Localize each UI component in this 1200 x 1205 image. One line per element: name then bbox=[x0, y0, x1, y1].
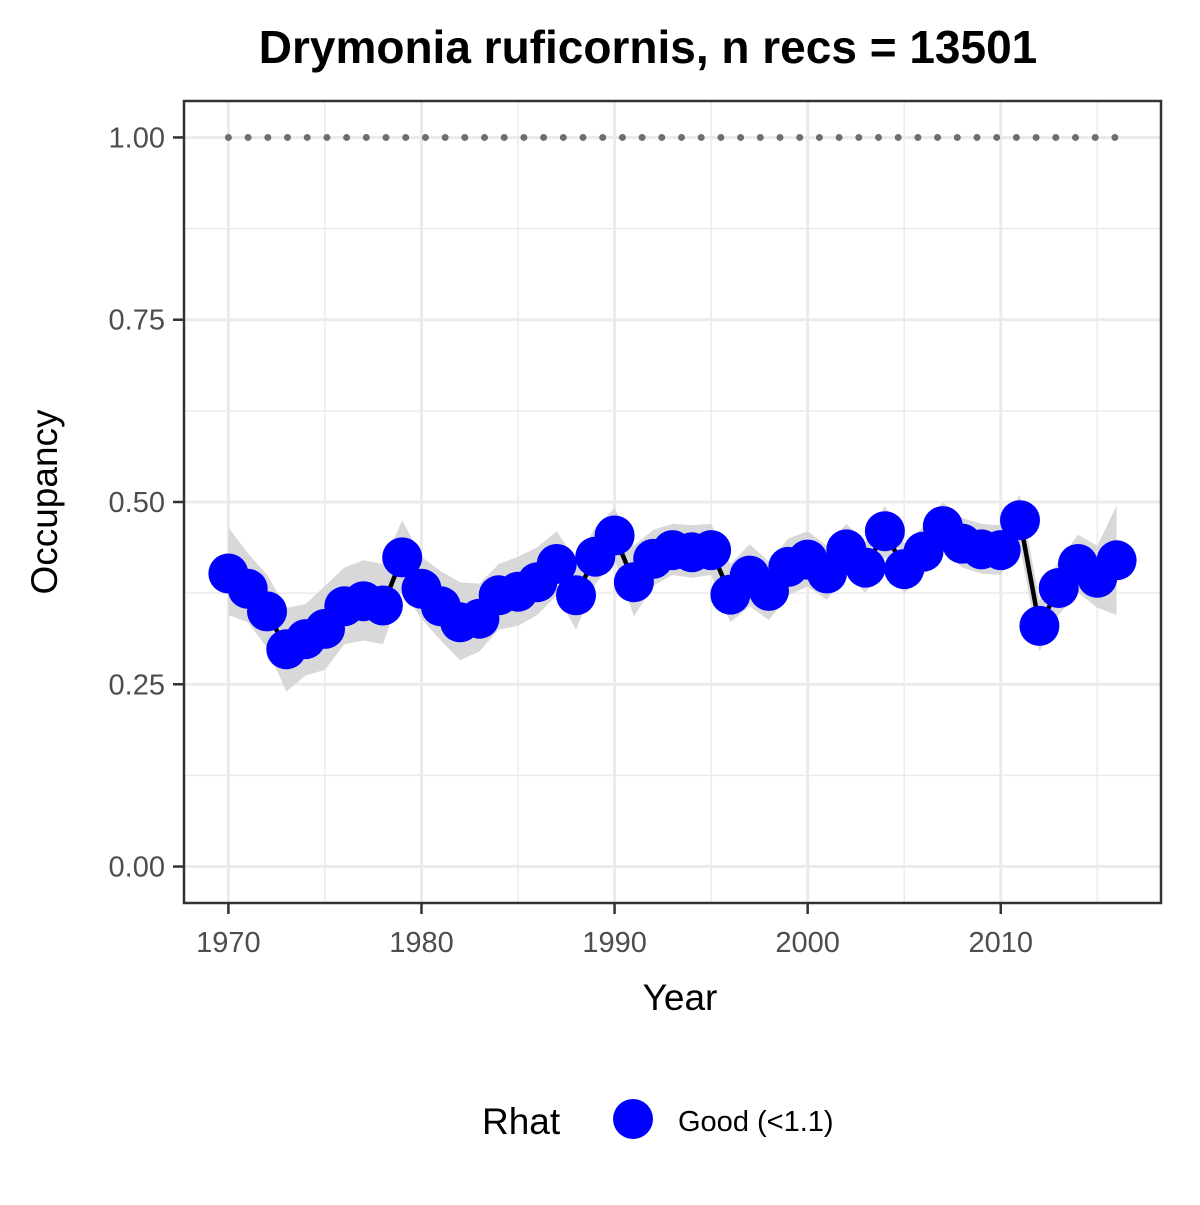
data-point-2012 bbox=[1019, 605, 1060, 646]
data-point-2011 bbox=[1000, 500, 1040, 541]
point-layer bbox=[208, 500, 1137, 670]
data-point-2016 bbox=[1096, 540, 1137, 581]
legend-title: Rhat bbox=[482, 1101, 561, 1142]
x-tick-label: 1990 bbox=[582, 927, 647, 959]
data-point-1979 bbox=[382, 537, 423, 578]
data-point-2004 bbox=[864, 511, 905, 552]
data-point-2010 bbox=[980, 530, 1021, 571]
data-point-1972 bbox=[247, 591, 287, 632]
x-tick-label: 2000 bbox=[775, 927, 840, 959]
data-point-2003 bbox=[845, 547, 886, 588]
data-point-1995 bbox=[691, 530, 732, 571]
x-tick-label: 2010 bbox=[968, 927, 1033, 959]
data-point-1990 bbox=[594, 515, 635, 556]
y-tick-label: 0.00 bbox=[109, 852, 165, 884]
y-tick-label: 1.00 bbox=[109, 122, 165, 154]
y-tick-label: 0.75 bbox=[109, 305, 165, 337]
legend: Rhat Good (<1.1) bbox=[482, 1099, 834, 1142]
x-axis-title: Year bbox=[643, 977, 718, 1018]
axis-layer: 1970 1980 1990 2000 2010 0.00 0.25 0.50 0.75 1.00 bbox=[109, 122, 1033, 959]
x-tick-label: 1980 bbox=[389, 927, 454, 959]
y-tick-label: 0.50 bbox=[109, 487, 165, 519]
data-point-1988 bbox=[556, 575, 596, 616]
legend-key-good bbox=[613, 1099, 653, 1139]
y-axis-title: Occupancy bbox=[24, 409, 65, 595]
legend-label-good: Good (<1.1) bbox=[678, 1106, 834, 1138]
data-point-1978 bbox=[362, 585, 403, 626]
x-tick-label: 1970 bbox=[196, 927, 261, 959]
data-point-1987 bbox=[536, 544, 577, 584]
y-tick-label: 0.25 bbox=[109, 669, 165, 701]
chart-title: Drymonia ruficornis, n recs = 13501 bbox=[259, 21, 1038, 73]
